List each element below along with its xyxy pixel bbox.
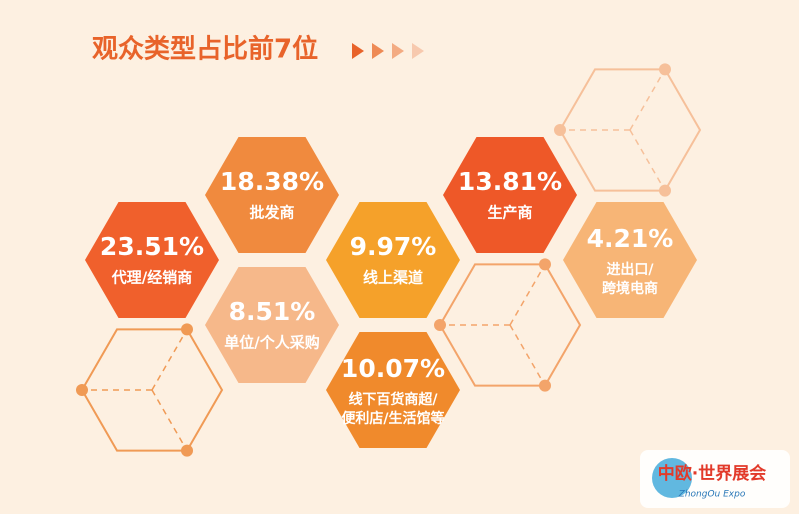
wire-dash — [509, 264, 546, 326]
wire-dot — [659, 63, 671, 76]
logo-name: 中欧·世界展会 — [658, 463, 766, 484]
label: 代理/经销商 — [111, 269, 192, 287]
logo: 中欧·世界展会 ZhongOu Expo — [640, 450, 790, 508]
percentage: 18.38% — [220, 167, 324, 196]
wire-dash — [509, 324, 546, 386]
hexagon — [326, 201, 460, 319]
hexagon — [205, 136, 339, 254]
percentage: 23.51% — [100, 232, 204, 261]
label: 线上渠道 — [363, 269, 423, 287]
wire-dot — [554, 124, 566, 136]
label: 批发商 — [249, 204, 294, 222]
hexagon — [326, 331, 460, 449]
percentage: 4.21% — [587, 224, 674, 253]
wire-dot — [181, 323, 193, 336]
wire-dash — [151, 329, 188, 391]
label: 进出口/ — [606, 261, 654, 278]
hexagon — [443, 136, 577, 254]
label: 跨境电商 — [602, 280, 658, 297]
wire-dot — [539, 379, 551, 392]
label: 生产商 — [487, 204, 532, 222]
wire-dot — [659, 184, 671, 197]
wire-dot — [76, 384, 88, 396]
label: 单位/个人采购 — [224, 334, 319, 352]
wire-dash — [629, 69, 666, 131]
logo-sub: ZhongOu Expo — [678, 490, 746, 500]
wire-dash — [151, 389, 188, 451]
label: 线下百货商超/ — [348, 391, 438, 408]
wire-dot — [539, 258, 551, 271]
hexagon — [205, 266, 339, 384]
percentage: 13.81% — [458, 167, 562, 196]
arrows — [352, 43, 424, 59]
title: 观众类型占比前7位 — [92, 34, 318, 65]
percentage: 10.07% — [341, 354, 445, 383]
wire-dot — [434, 319, 446, 331]
hexagon — [563, 201, 697, 319]
wire-dash — [629, 129, 666, 191]
hexagon — [85, 201, 219, 319]
percentage: 9.97% — [350, 232, 437, 261]
percentage: 8.51% — [229, 297, 316, 326]
label: 便利店/生活馆等 — [341, 410, 444, 427]
wire-dot — [181, 444, 193, 457]
